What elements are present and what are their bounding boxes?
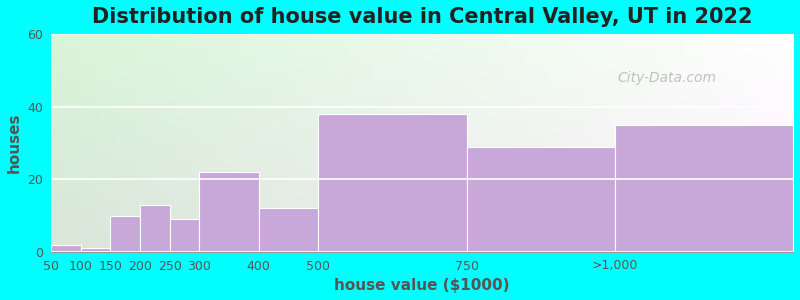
Y-axis label: houses: houses: [7, 113, 22, 173]
Bar: [466, 147, 615, 252]
Bar: [51, 244, 81, 252]
Bar: [199, 172, 258, 252]
Bar: [615, 125, 793, 252]
Bar: [140, 205, 170, 252]
Bar: [318, 114, 466, 252]
Text: City-Data.com: City-Data.com: [618, 70, 717, 85]
Bar: [110, 216, 140, 252]
Bar: [170, 219, 199, 252]
Bar: [81, 248, 110, 252]
Title: Distribution of house value in Central Valley, UT in 2022: Distribution of house value in Central V…: [92, 7, 752, 27]
Bar: [258, 208, 318, 252]
X-axis label: house value ($1000): house value ($1000): [334, 278, 510, 293]
